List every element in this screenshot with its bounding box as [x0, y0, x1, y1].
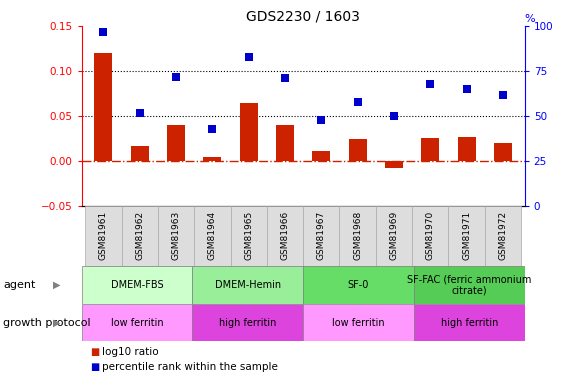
Text: growth protocol: growth protocol: [3, 318, 90, 327]
Text: GSM81964: GSM81964: [208, 211, 217, 260]
Text: low ferritin: low ferritin: [332, 318, 385, 327]
Point: [317, 117, 326, 123]
Point: [99, 28, 108, 34]
Text: GSM81961: GSM81961: [99, 211, 108, 260]
Text: GSM81970: GSM81970: [426, 211, 435, 260]
Bar: [494, 143, 512, 161]
Text: DMEM-Hemin: DMEM-Hemin: [215, 280, 281, 290]
Text: ■: ■: [90, 347, 100, 357]
Text: agent: agent: [3, 280, 36, 290]
FancyBboxPatch shape: [192, 266, 303, 304]
Bar: [131, 146, 149, 161]
Text: high ferritin: high ferritin: [219, 318, 276, 327]
Text: %: %: [525, 15, 535, 24]
FancyBboxPatch shape: [303, 304, 414, 341]
Bar: [349, 139, 367, 161]
Text: GSM81968: GSM81968: [353, 211, 362, 260]
Text: DMEM-FBS: DMEM-FBS: [111, 280, 163, 290]
FancyBboxPatch shape: [448, 206, 484, 266]
Text: GSM81962: GSM81962: [135, 211, 144, 260]
Point: [171, 74, 181, 80]
Point: [353, 99, 362, 105]
FancyBboxPatch shape: [158, 206, 194, 266]
FancyBboxPatch shape: [339, 206, 376, 266]
Point: [389, 113, 399, 119]
Point: [244, 54, 254, 60]
Text: ▶: ▶: [54, 318, 61, 327]
Text: ■: ■: [90, 362, 100, 372]
FancyBboxPatch shape: [376, 206, 412, 266]
Bar: [421, 138, 440, 161]
FancyBboxPatch shape: [412, 206, 448, 266]
FancyBboxPatch shape: [414, 266, 525, 304]
Bar: [167, 125, 185, 161]
FancyBboxPatch shape: [122, 206, 158, 266]
Text: ▶: ▶: [54, 280, 61, 290]
Point: [208, 126, 217, 132]
Point: [426, 81, 435, 87]
Text: percentile rank within the sample: percentile rank within the sample: [102, 362, 278, 372]
FancyBboxPatch shape: [267, 206, 303, 266]
FancyBboxPatch shape: [303, 266, 414, 304]
FancyBboxPatch shape: [194, 206, 230, 266]
Text: GSM81972: GSM81972: [498, 211, 507, 260]
Title: GDS2230 / 1603: GDS2230 / 1603: [246, 10, 360, 24]
Text: GSM81963: GSM81963: [171, 211, 181, 260]
Bar: [94, 53, 113, 161]
Point: [462, 86, 471, 92]
Bar: [276, 125, 294, 161]
Text: log10 ratio: log10 ratio: [102, 347, 159, 357]
Text: SF-FAC (ferric ammonium
citrate): SF-FAC (ferric ammonium citrate): [407, 274, 532, 296]
Text: GSM81967: GSM81967: [317, 211, 326, 260]
Text: GSM81971: GSM81971: [462, 211, 471, 260]
FancyBboxPatch shape: [484, 206, 521, 266]
FancyBboxPatch shape: [82, 266, 192, 304]
Text: GSM81966: GSM81966: [280, 211, 290, 260]
Point: [135, 110, 145, 116]
FancyBboxPatch shape: [303, 206, 339, 266]
Text: GSM81965: GSM81965: [244, 211, 253, 260]
Bar: [312, 152, 331, 161]
FancyBboxPatch shape: [414, 304, 525, 341]
Bar: [385, 161, 403, 168]
Point: [498, 92, 508, 98]
Text: high ferritin: high ferritin: [441, 318, 498, 327]
Text: SF-0: SF-0: [348, 280, 369, 290]
Bar: [203, 157, 222, 161]
Bar: [458, 137, 476, 161]
Text: GSM81969: GSM81969: [389, 211, 398, 260]
FancyBboxPatch shape: [230, 206, 267, 266]
FancyBboxPatch shape: [192, 304, 303, 341]
Text: low ferritin: low ferritin: [111, 318, 163, 327]
FancyBboxPatch shape: [82, 304, 192, 341]
Bar: [240, 103, 258, 161]
Point: [280, 75, 290, 81]
FancyBboxPatch shape: [85, 206, 122, 266]
